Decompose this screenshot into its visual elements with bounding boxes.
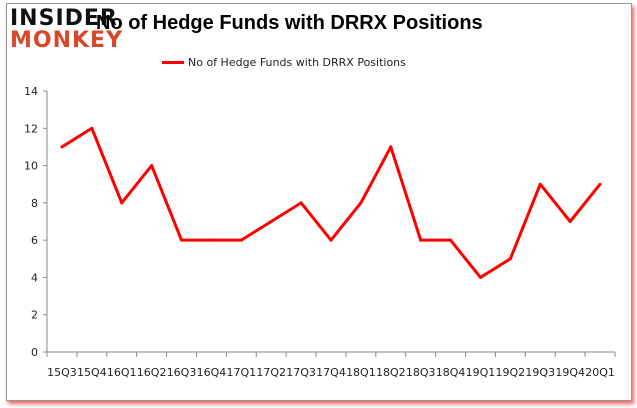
data-point <box>180 238 184 242</box>
x-tick-label: 18Q3 <box>406 366 436 379</box>
legend-label: No of Hedge Funds with DRRX Positions <box>188 56 406 69</box>
x-tick-label: 17Q1 <box>226 366 256 379</box>
data-point <box>209 238 213 242</box>
data-point <box>329 238 333 242</box>
data-point <box>508 257 512 261</box>
x-tick-label: 16Q2 <box>137 366 167 379</box>
series-line <box>61 126 602 279</box>
logo-line2: MONKEY <box>10 28 124 53</box>
insider-monkey-logo: INSIDER MONKEY <box>10 8 123 52</box>
y-tick-label: 14 <box>24 85 38 98</box>
data-point <box>269 220 273 223</box>
data-point <box>538 182 542 186</box>
legend-swatch <box>162 61 184 64</box>
data-point <box>478 275 482 279</box>
data-point <box>449 238 453 242</box>
x-tick-label: 20Q1 <box>585 366 615 379</box>
data-point <box>359 201 363 205</box>
chart-frame <box>6 3 632 401</box>
x-tick-label: 19Q3 <box>525 366 555 379</box>
y-tick-label: 12 <box>24 122 38 135</box>
y-tick-label: 4 <box>31 271 38 284</box>
x-tick-label: 17Q3 <box>286 366 316 379</box>
data-point <box>299 201 303 205</box>
x-tick-label: 16Q4 <box>197 366 227 379</box>
x-tick-label: 16Q1 <box>107 366 137 379</box>
x-tick-label: 19Q4 <box>555 366 585 379</box>
chart-title: No of Hedge Funds with DRRX Positions <box>96 12 483 34</box>
y-tick-label: 6 <box>31 234 38 247</box>
x-tick-label: 19Q1 <box>466 366 496 379</box>
data-point <box>90 126 94 130</box>
data-point <box>239 238 243 242</box>
x-tick-label: 17Q2 <box>256 366 286 379</box>
x-tick-label: 18Q4 <box>436 366 466 379</box>
x-tick-label: 15Q4 <box>77 366 107 379</box>
x-tick-label: 19Q2 <box>496 366 526 379</box>
logo-line1: INSIDER <box>10 6 118 31</box>
legend: No of Hedge Funds with DRRX Positions <box>162 56 406 69</box>
y-tick-label: 2 <box>31 309 38 322</box>
data-point <box>598 182 602 186</box>
x-tick-label: 17Q4 <box>316 366 346 379</box>
data-point <box>419 238 423 242</box>
data-point <box>60 145 64 149</box>
x-tick-label: 16Q3 <box>167 366 197 379</box>
data-point <box>568 220 572 223</box>
y-tick-label: 0 <box>31 346 38 359</box>
data-point <box>150 164 154 168</box>
data-point <box>120 201 124 205</box>
y-tick-label: 10 <box>24 160 38 173</box>
x-tick-label: 18Q2 <box>376 366 406 379</box>
data-point <box>389 145 393 149</box>
x-tick-label: 15Q3 <box>47 366 77 379</box>
x-tick-label: 18Q1 <box>346 366 376 379</box>
y-tick-label: 8 <box>31 197 38 210</box>
